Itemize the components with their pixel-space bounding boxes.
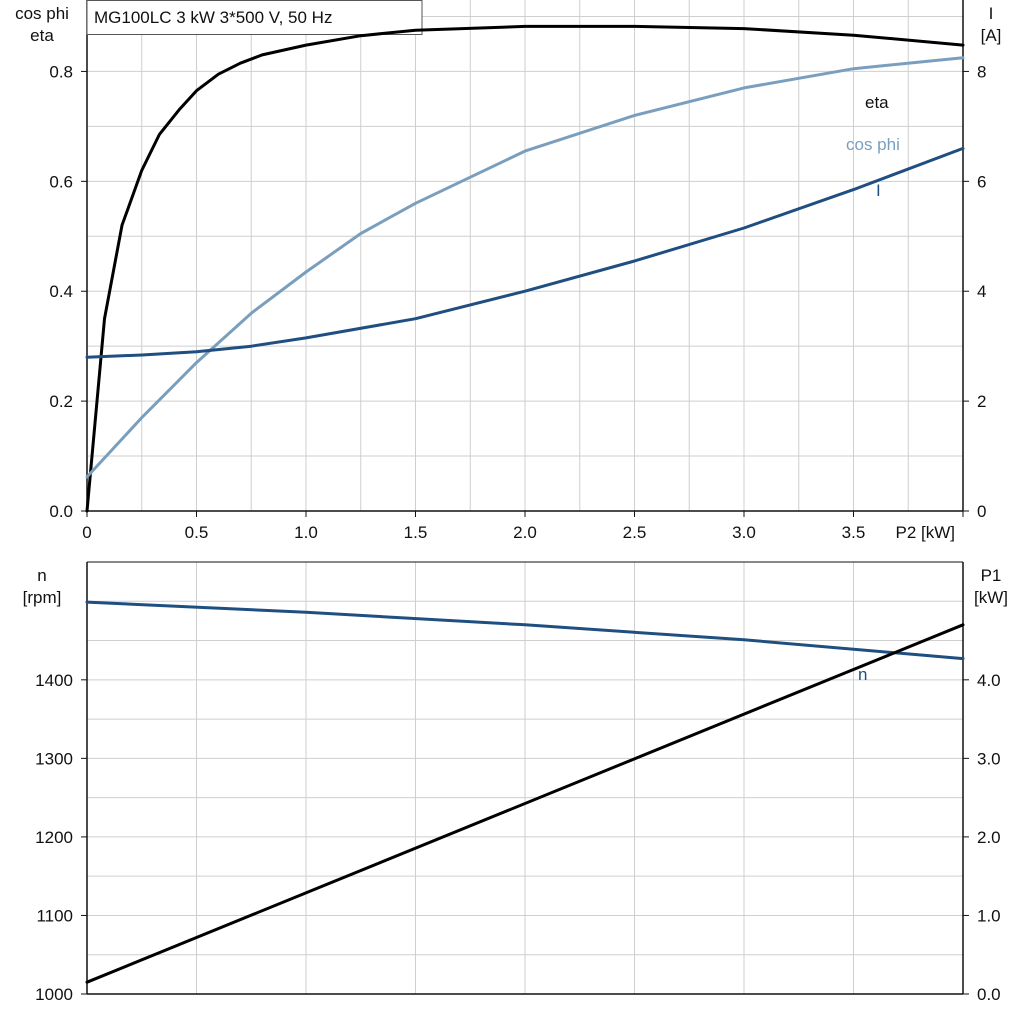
left-y-tick-label: 1100	[36, 906, 73, 925]
x-tick-label: 3.5	[842, 523, 866, 542]
left-axis-label: eta	[30, 26, 54, 45]
series-line-n	[85, 600, 965, 661]
x-tick-label: 2.5	[623, 523, 647, 542]
left-y-tick-label: 0.8	[49, 62, 73, 81]
x-tick-label: 3.0	[732, 523, 756, 542]
right-y-tick-label: 4.0	[977, 671, 1001, 690]
right-y-tick-label: 4	[977, 282, 986, 301]
series-label-i: I	[876, 181, 881, 200]
right-y-tick-label: 6	[977, 172, 986, 191]
chart-title-box	[86, 0, 423, 35]
left-axis-label: cos phi	[15, 4, 69, 23]
series-line-p1	[85, 623, 965, 984]
left-y-tick-label: 0.6	[49, 172, 73, 191]
series-label-eta: eta	[865, 93, 889, 112]
right-axis-label: [A]	[981, 26, 1002, 45]
left-axis-label: [rpm]	[23, 588, 62, 607]
x-tick-label: 2.0	[513, 523, 537, 542]
right-y-tick-label: 0.0	[977, 985, 1001, 1004]
right-y-tick-label: 1.0	[977, 906, 1001, 925]
right-axis-label: I	[989, 4, 994, 23]
left-y-tick-label: 1000	[35, 985, 73, 1004]
right-axis-label: [kW]	[974, 588, 1008, 607]
left-y-tick-label: 1400	[35, 671, 73, 690]
x-tick-label: 1.5	[404, 523, 428, 542]
left-y-tick-label: 1300	[35, 749, 73, 768]
x-tick-label: 0	[82, 523, 91, 542]
series-line-eta	[85, 24, 965, 513]
series-line-cos-phi	[85, 56, 965, 479]
right-axis-label: P1	[981, 566, 1002, 585]
x-tick-label: 1.0	[294, 523, 318, 542]
right-y-tick-label: 3.0	[977, 749, 1001, 768]
chart-title: MG100LC 3 kW 3*500 V, 50 Hz	[94, 8, 332, 27]
right-y-tick-label: 8	[977, 62, 986, 81]
left-axis-label: n	[37, 566, 46, 585]
left-y-tick-label: 0.2	[49, 392, 73, 411]
left-y-tick-label: 0.0	[49, 502, 73, 521]
right-y-tick-label: 2	[977, 392, 986, 411]
series-label-cos-phi: cos phi	[846, 135, 900, 154]
top-chart: 0.0 0.2 0.4 0.6 0.8 0 2 4 6 8 0 0.5 1.0 1.5 2.0 2.5 3.0 3…	[15, 0, 1001, 542]
series-line-i	[85, 146, 965, 359]
right-y-tick-label: 0	[977, 502, 986, 521]
bottom-chart: 1000 1100 1200 1300 1400 0.0 1.0 2.0 3.0 4.0 n [rpm…	[23, 561, 1008, 1004]
left-y-tick-label: 1200	[35, 828, 73, 847]
right-y-tick-label: 2.0	[977, 828, 1001, 847]
series-label-n: n	[858, 665, 867, 684]
left-y-tick-label: 0.4	[49, 282, 73, 301]
x-axis-label: P2 [kW]	[895, 523, 955, 542]
x-tick-label: 0.5	[185, 523, 209, 542]
